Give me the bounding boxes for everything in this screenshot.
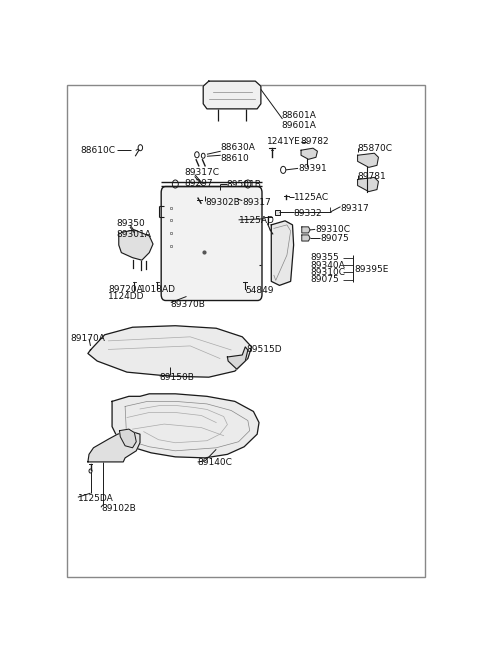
Polygon shape [88, 430, 140, 462]
Text: 89310C: 89310C [315, 225, 350, 234]
Text: 89355: 89355 [310, 253, 339, 262]
Text: 89340A: 89340A [310, 261, 345, 270]
Text: 89391: 89391 [298, 164, 327, 173]
Text: 1125DA: 1125DA [78, 494, 114, 503]
Polygon shape [358, 153, 378, 168]
Text: 1241YE: 1241YE [266, 137, 300, 146]
Circle shape [136, 242, 140, 248]
Polygon shape [271, 221, 294, 286]
Text: 89515D: 89515D [246, 345, 282, 354]
Polygon shape [302, 235, 310, 241]
Text: 89501B: 89501B [227, 180, 262, 189]
Polygon shape [301, 148, 317, 159]
Text: 89395E: 89395E [354, 265, 388, 274]
Text: 89350
89301A: 89350 89301A [117, 219, 151, 239]
Text: 89781: 89781 [358, 172, 386, 181]
Text: 88601A
89601A: 88601A 89601A [281, 111, 316, 130]
Text: 88610C: 88610C [80, 145, 115, 155]
Text: 1125AD: 1125AD [239, 216, 275, 225]
Polygon shape [228, 347, 248, 369]
Text: 89075: 89075 [310, 275, 339, 284]
Text: 89170A: 89170A [71, 334, 105, 343]
Polygon shape [120, 429, 136, 448]
Polygon shape [88, 326, 252, 377]
Text: 89310C: 89310C [310, 268, 345, 277]
Text: 89317C
89297: 89317C 89297 [185, 168, 220, 188]
Text: 88630A
88610: 88630A 88610 [221, 143, 255, 163]
Text: 89720A: 89720A [108, 285, 143, 294]
Text: 1125AC: 1125AC [294, 193, 329, 202]
Polygon shape [112, 394, 259, 458]
Text: 89302B: 89302B [205, 198, 240, 207]
FancyBboxPatch shape [161, 187, 262, 301]
Text: 89332: 89332 [294, 209, 322, 217]
Polygon shape [358, 178, 378, 191]
Text: 1018AD: 1018AD [140, 285, 176, 294]
Polygon shape [302, 227, 310, 233]
Text: 89140C: 89140C [198, 458, 232, 468]
Text: 85870C: 85870C [358, 143, 393, 153]
Polygon shape [119, 230, 153, 260]
Text: 89782: 89782 [300, 137, 329, 146]
Text: 89075: 89075 [321, 234, 349, 243]
Bar [275, 210, 280, 215]
Text: 89317: 89317 [242, 198, 271, 207]
Text: 89317: 89317 [340, 204, 369, 213]
Text: 89150B: 89150B [160, 373, 194, 382]
Text: 1124DD: 1124DD [108, 293, 145, 301]
Polygon shape [203, 81, 261, 109]
Text: 89102B: 89102B [101, 504, 136, 513]
Text: 54849: 54849 [246, 286, 274, 295]
Text: 89370B: 89370B [171, 299, 206, 309]
